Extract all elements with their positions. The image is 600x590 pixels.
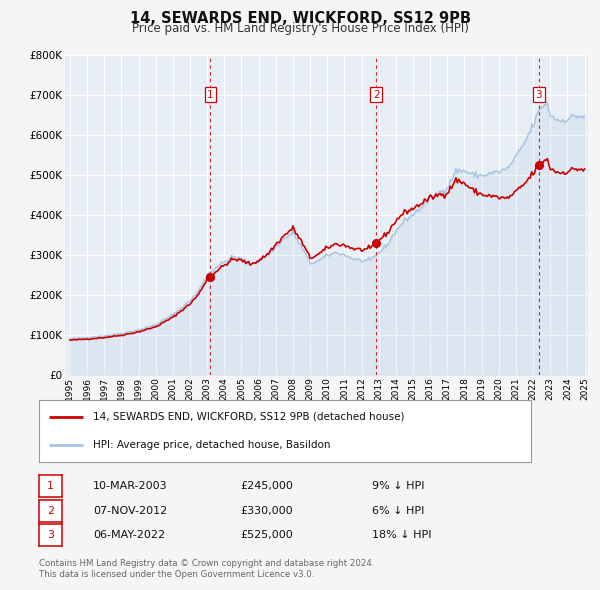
Text: 1: 1 bbox=[47, 481, 54, 491]
Text: 07-NOV-2012: 07-NOV-2012 bbox=[93, 506, 167, 516]
Text: 9% ↓ HPI: 9% ↓ HPI bbox=[372, 481, 425, 491]
Text: 10-MAR-2003: 10-MAR-2003 bbox=[93, 481, 167, 491]
Text: 3: 3 bbox=[47, 530, 54, 540]
Text: £245,000: £245,000 bbox=[240, 481, 293, 491]
Text: £330,000: £330,000 bbox=[240, 506, 293, 516]
Text: Price paid vs. HM Land Registry's House Price Index (HPI): Price paid vs. HM Land Registry's House … bbox=[131, 22, 469, 35]
Text: 14, SEWARDS END, WICKFORD, SS12 9PB: 14, SEWARDS END, WICKFORD, SS12 9PB bbox=[130, 11, 470, 25]
Text: HPI: Average price, detached house, Basildon: HPI: Average price, detached house, Basi… bbox=[93, 440, 331, 450]
Text: 18% ↓ HPI: 18% ↓ HPI bbox=[372, 530, 431, 540]
Text: 14, SEWARDS END, WICKFORD, SS12 9PB (detached house): 14, SEWARDS END, WICKFORD, SS12 9PB (det… bbox=[93, 412, 404, 422]
Text: This data is licensed under the Open Government Licence v3.0.: This data is licensed under the Open Gov… bbox=[39, 571, 314, 579]
Text: 06-MAY-2022: 06-MAY-2022 bbox=[93, 530, 165, 540]
Text: Contains HM Land Registry data © Crown copyright and database right 2024.: Contains HM Land Registry data © Crown c… bbox=[39, 559, 374, 568]
Text: 2: 2 bbox=[47, 506, 54, 516]
Text: 1: 1 bbox=[207, 90, 214, 100]
Text: 2: 2 bbox=[373, 90, 379, 100]
Text: 6% ↓ HPI: 6% ↓ HPI bbox=[372, 506, 424, 516]
Text: £525,000: £525,000 bbox=[240, 530, 293, 540]
Text: 3: 3 bbox=[536, 90, 542, 100]
